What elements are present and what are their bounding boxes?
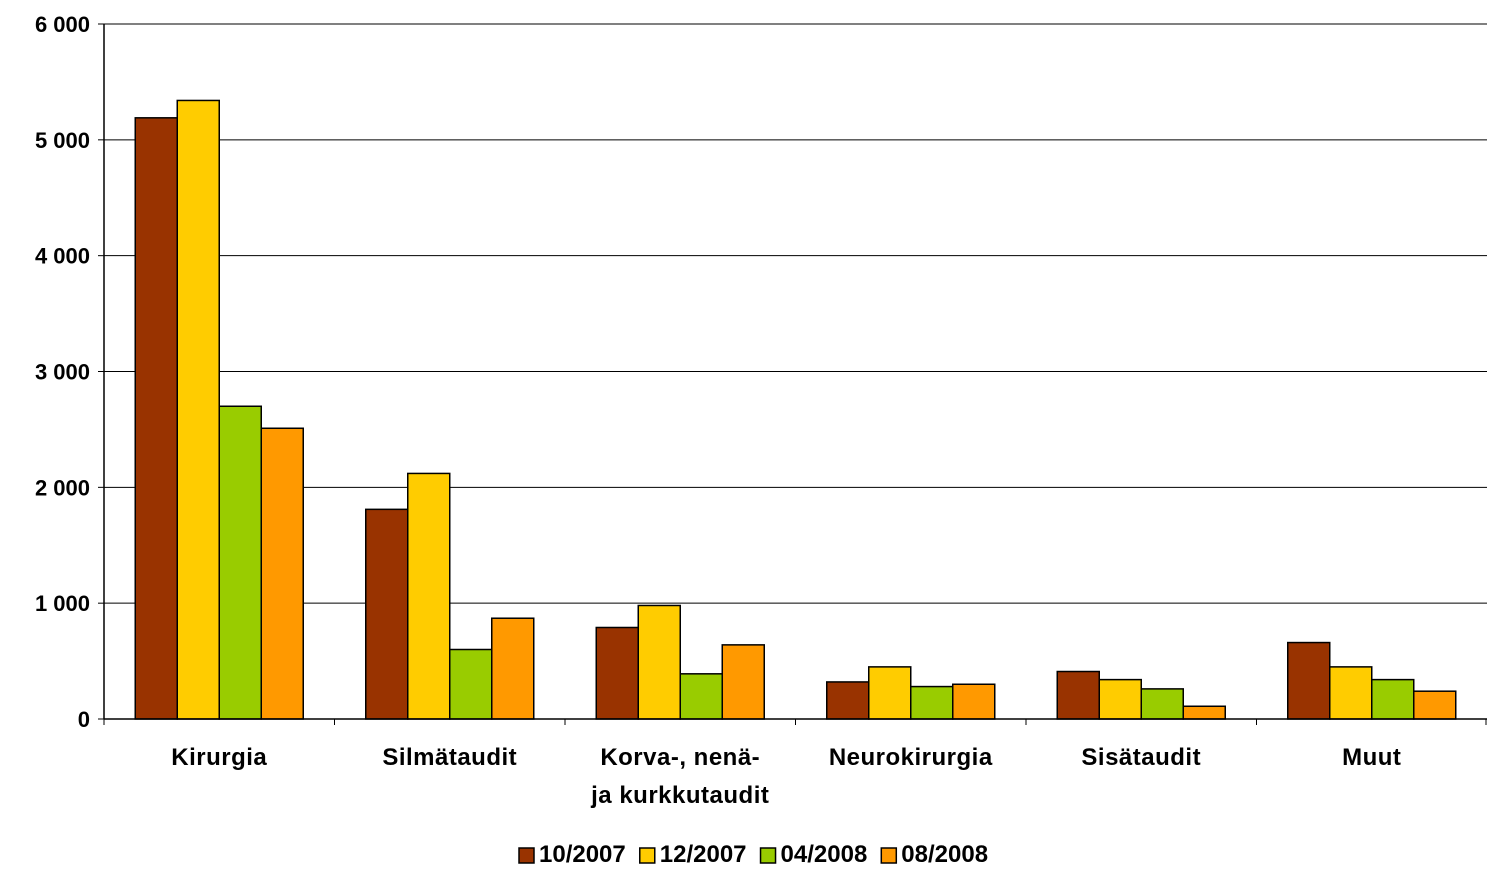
category-label: Sisätaudit: [1081, 744, 1201, 771]
bar: [721, 644, 765, 720]
bar: [260, 427, 304, 720]
bar: [1287, 641, 1331, 720]
y-tick-label: 1 000: [35, 591, 90, 616]
category-label: Silmätaudit: [382, 744, 517, 771]
y-tick-label: 3 000: [35, 360, 90, 385]
category-label: Korva-, nenä-: [600, 744, 760, 771]
bar: [365, 508, 409, 720]
bar: [1182, 705, 1226, 720]
legend-label: 12/2007: [660, 841, 747, 868]
axes: [98, 23, 1487, 725]
bar: [1056, 670, 1100, 720]
y-tick-label: 4 000: [35, 244, 90, 269]
y-tick-label: 6 000: [35, 12, 90, 37]
grid-lines: [104, 23, 1487, 604]
bar: [218, 405, 262, 720]
category-labels: Kirurgia Silmätaudit Korva-, nenä-ja kurkk…: [171, 744, 1401, 809]
legend-label: 04/2008: [781, 841, 868, 868]
y-tick-label: 5 000: [35, 128, 90, 153]
bar: [449, 648, 493, 720]
bars: [134, 99, 1457, 720]
bar: [407, 472, 451, 720]
legend-swatch: [518, 847, 535, 864]
bar: [952, 683, 996, 720]
bar: [1140, 688, 1184, 720]
y-tick-label: 0: [78, 707, 90, 732]
bar: [679, 673, 723, 720]
bar: [134, 117, 178, 720]
bar: [1329, 666, 1373, 720]
legend-swatch: [639, 847, 656, 864]
category-label: Kirurgia: [171, 744, 267, 771]
legend-swatch: [880, 847, 898, 864]
bar: [826, 681, 870, 720]
legend-label: 08/2008: [901, 841, 988, 868]
y-tick-label: 2 000: [35, 475, 90, 500]
bar: [910, 685, 954, 720]
category-label: Neurokirurgia: [829, 744, 993, 771]
category-label: ja kurkkutaudit: [590, 782, 769, 809]
bar: [1413, 690, 1457, 720]
legend-label: 10/2007: [539, 841, 626, 868]
bar: [868, 666, 912, 720]
y-tick-labels: 0 1 000 2 000 3 000 4 000 5 000 6 000: [35, 12, 90, 732]
legend-swatch: [759, 847, 777, 864]
category-label: Muut: [1342, 744, 1401, 771]
bar: [491, 617, 535, 720]
bar: [595, 626, 639, 720]
bar: [176, 99, 220, 720]
bar: [637, 604, 681, 720]
bar: [1371, 678, 1415, 720]
legend: 10/2007 12/2007 04/2008 08/2008: [518, 841, 988, 868]
bar: [1098, 678, 1142, 720]
